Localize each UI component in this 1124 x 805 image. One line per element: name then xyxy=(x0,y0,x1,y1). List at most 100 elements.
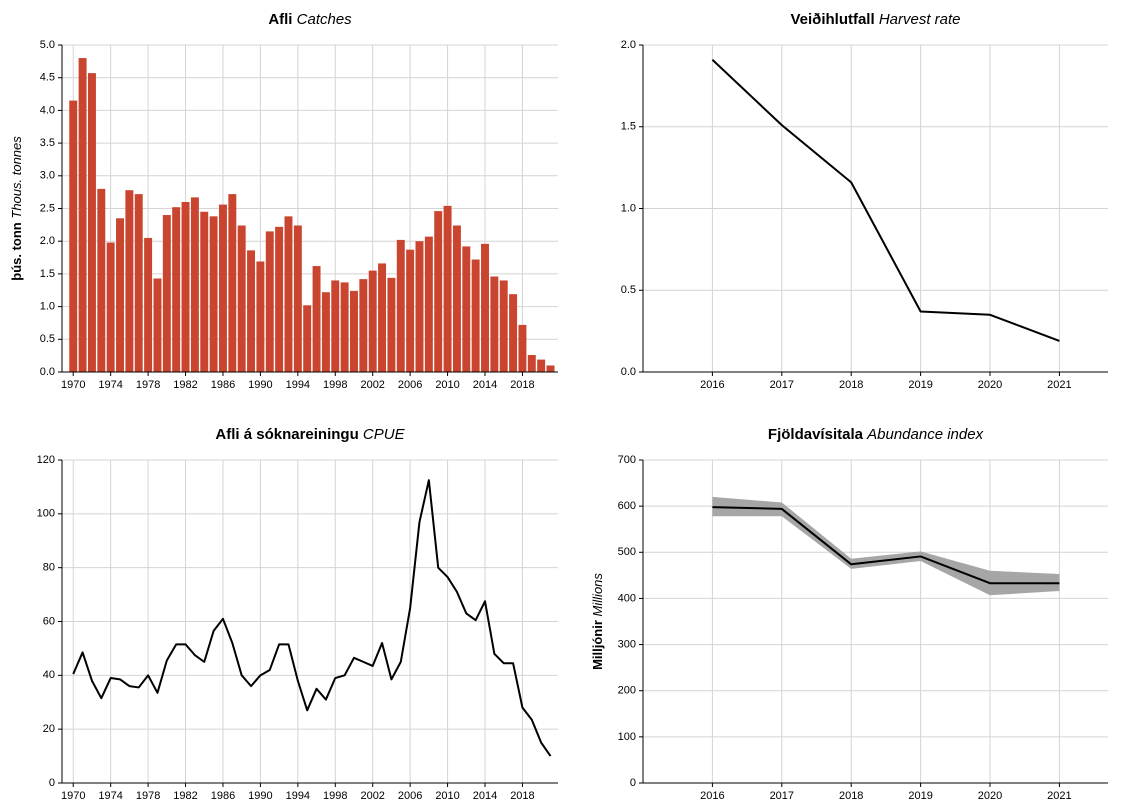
y-tick-label: 200 xyxy=(618,685,636,697)
x-tick-label: 2020 xyxy=(978,379,1002,391)
x-tick-label: 2020 xyxy=(978,790,1002,802)
y-axis-label: Milljónir Millions xyxy=(590,573,605,670)
x-tick-label: 1974 xyxy=(98,790,122,802)
bar xyxy=(200,211,209,372)
x-tick-label: 1990 xyxy=(248,790,272,802)
y-tick-label: 1.5 xyxy=(40,268,55,280)
x-tick-label: 2017 xyxy=(770,790,794,802)
x-tick-label: 2019 xyxy=(908,379,932,391)
title-main: Afli xyxy=(268,11,292,28)
x-tick-label: 2014 xyxy=(473,379,497,391)
bar xyxy=(378,263,387,372)
bar xyxy=(144,237,153,372)
y-tick-label: 2.0 xyxy=(621,39,636,51)
y-tick-label: 300 xyxy=(618,638,636,650)
x-tick-label: 1986 xyxy=(211,379,235,391)
y-label-main: þús. tonn xyxy=(9,222,24,281)
y-tick-label: 3.0 xyxy=(40,170,55,182)
bar xyxy=(312,266,321,372)
bar xyxy=(125,190,134,372)
y-tick-label: 0.5 xyxy=(40,333,55,345)
x-tick-label: 2021 xyxy=(1047,379,1071,391)
y-tick-label: 100 xyxy=(618,731,636,743)
y-tick-label: 0.0 xyxy=(40,366,55,378)
y-tick-label: 4.0 xyxy=(40,104,55,116)
bar xyxy=(106,242,115,372)
x-tick-label: 1982 xyxy=(173,790,197,802)
title-main: Fjöldavísitala xyxy=(768,426,864,443)
x-tick-label: 1998 xyxy=(323,379,347,391)
title-main: Veiðihlutfall xyxy=(790,11,874,28)
bar xyxy=(190,197,199,372)
x-tick-label: 1974 xyxy=(98,379,122,391)
title-en: Catches xyxy=(297,11,353,28)
title-main: Afli á sóknareiningu xyxy=(215,426,358,443)
bar xyxy=(452,225,461,372)
bar xyxy=(256,261,265,372)
bar xyxy=(527,354,536,372)
bar xyxy=(537,359,546,372)
x-tick-label: 2018 xyxy=(510,379,534,391)
y-tick-label: 400 xyxy=(618,592,636,604)
bar xyxy=(218,204,227,372)
bar xyxy=(162,215,171,372)
y-tick-label: 2.5 xyxy=(40,202,55,214)
bar xyxy=(415,241,424,372)
x-tick-label: 2016 xyxy=(700,379,724,391)
y-tick-label: 80 xyxy=(43,562,55,574)
y-axis-label: þús. tonn Thous. tonnes xyxy=(9,136,24,281)
title-en: Harvest rate xyxy=(879,11,961,28)
y-label-en: Millions xyxy=(590,573,605,617)
bar xyxy=(87,73,96,372)
bar xyxy=(116,218,124,372)
bar xyxy=(69,100,78,372)
bar xyxy=(368,270,377,372)
confidence-band xyxy=(712,496,1060,596)
bar xyxy=(490,276,499,372)
y-tick-label: 0.5 xyxy=(621,284,636,296)
bar xyxy=(209,216,218,372)
x-tick-label: 2002 xyxy=(360,790,384,802)
y-label-main: Milljónir xyxy=(590,620,605,670)
bar xyxy=(509,294,518,372)
bar xyxy=(546,365,555,372)
bar xyxy=(443,205,452,372)
bar xyxy=(481,243,489,372)
x-tick-label: 2010 xyxy=(435,379,459,391)
x-tick-label: 2018 xyxy=(839,379,863,391)
title-en: Abundance index xyxy=(866,426,983,443)
chart-title: Afli Catches xyxy=(268,11,352,28)
x-tick-label: 1978 xyxy=(136,790,160,802)
x-tick-label: 2010 xyxy=(435,790,459,802)
x-tick-label: 2019 xyxy=(908,790,932,802)
x-tick-label: 1994 xyxy=(286,379,310,391)
bar xyxy=(172,207,181,372)
bar xyxy=(359,279,368,372)
y-tick-label: 20 xyxy=(43,723,55,735)
x-tick-label: 1998 xyxy=(323,790,347,802)
bar xyxy=(284,216,293,372)
chart-title: Fjöldavísitala Abundance index xyxy=(768,426,984,443)
bar xyxy=(331,280,340,372)
x-tick-label: 1982 xyxy=(173,379,197,391)
x-tick-label: 2018 xyxy=(510,790,534,802)
x-tick-label: 1994 xyxy=(286,790,310,802)
x-tick-label: 2021 xyxy=(1047,790,1071,802)
x-tick-label: 2016 xyxy=(700,790,724,802)
bar xyxy=(97,188,106,372)
x-tick-label: 2006 xyxy=(398,379,422,391)
y-tick-label: 600 xyxy=(618,500,636,512)
bar xyxy=(293,225,302,372)
x-tick-label: 2006 xyxy=(398,790,422,802)
bar xyxy=(321,292,330,372)
bar xyxy=(471,259,480,372)
y-tick-label: 500 xyxy=(618,546,636,558)
y-tick-label: 40 xyxy=(43,669,55,681)
bar xyxy=(247,250,256,372)
bar xyxy=(228,194,237,372)
bar xyxy=(434,211,443,372)
y-tick-label: 60 xyxy=(43,615,55,627)
bar xyxy=(518,324,527,372)
line xyxy=(712,506,1060,585)
